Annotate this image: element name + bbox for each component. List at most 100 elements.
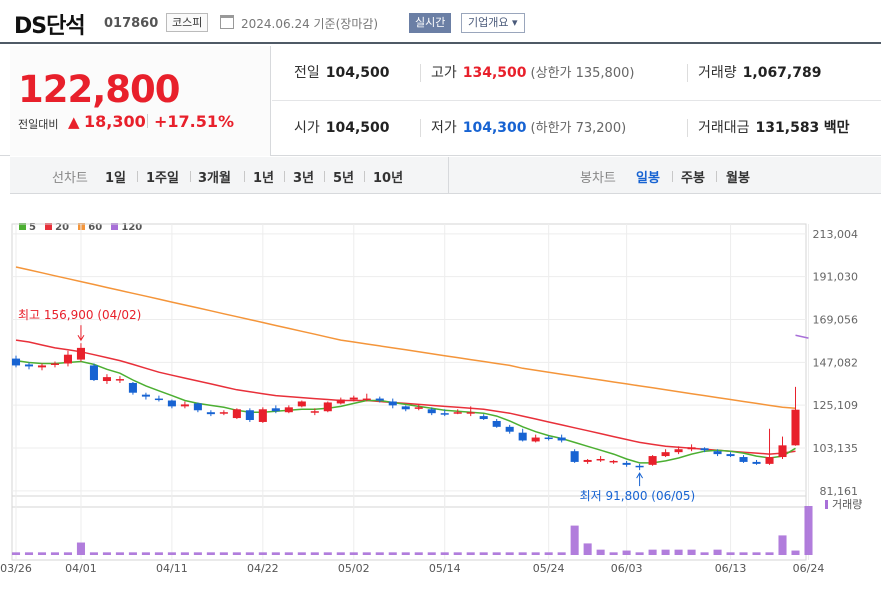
divider [364,171,365,182]
high-annotation: 최고 156,900 (04/02) [18,308,141,322]
candle-body [362,398,371,401]
candle-weekly[interactable]: 주봉 [681,171,705,186]
volume-bar [154,552,163,555]
stat-prev-close: 전일 104,500 [294,46,390,101]
chart-period-bar: 선차트 1일 1주일 3개월 1년 3년 5년 10년 봉차트 일봉 주봉 월봉 [10,157,881,194]
volume-bar [648,549,657,555]
candle-body [427,409,436,414]
company-overview-dropdown[interactable]: 기업개요 ▾ [461,13,525,33]
lower-limit: (하한가 73,200) [530,121,627,136]
divider [716,171,717,182]
stock-code: 017860 [104,16,159,31]
volume-bar [206,552,215,555]
ma5-line [15,359,796,464]
candle-chart-label: 봉차트 [580,171,616,186]
candle-body [440,413,449,415]
candle-monthly[interactable]: 월봉 [726,171,750,186]
candle-body [570,451,579,462]
candle-body [323,402,332,412]
y-tick-label: 103,135 [813,442,859,455]
period-1y[interactable]: 1년 [253,171,275,186]
period-1d[interactable]: 1일 [105,171,127,186]
candle-body [401,406,410,410]
volume-bar [557,552,566,555]
volume-bar [544,552,553,555]
y-tick-label: 169,056 [813,314,859,327]
stock-chart: 5 20 60 120 213,004 191,030 169,056 147,082… [0,210,881,592]
volume-bar [414,552,423,555]
period-1w[interactable]: 1주일 [146,171,179,186]
stat-label: 거래대금 [698,120,750,136]
candle-body [687,447,696,450]
y-tick-label: 213,004 [813,228,859,241]
line-chart-label: 선차트 [52,171,88,186]
volume-bar [479,552,488,555]
stat-label: 시가 [294,120,320,136]
legend-ma60: 60 [78,222,102,233]
stock-name: DS단석 [14,14,86,39]
candle-body [453,412,462,414]
stat-label: 거래량 [698,65,737,81]
volume-bar [297,552,306,555]
candle-body [635,465,644,468]
high-arrow-head [77,334,85,342]
volume-bar [245,552,254,555]
volume-bar [310,552,319,555]
realtime-button[interactable]: 실시간 [409,13,452,33]
divider [687,119,688,137]
candle-daily[interactable]: 일봉 [636,171,660,186]
stat-label: 고가 [431,65,457,81]
candle-body [284,407,293,413]
volume-bar [102,552,111,555]
period-10y[interactable]: 10년 [373,171,404,186]
volume-bar [466,552,475,555]
current-price: 122,800 [18,68,181,111]
candle-body [258,409,267,422]
candle-body [583,459,592,462]
plot-frame [11,223,807,508]
period-3y[interactable]: 3년 [293,171,315,186]
divider [420,119,421,137]
volume-bar [76,542,85,555]
candle-body [219,412,228,414]
legend-swatch [19,223,26,230]
divider [324,171,325,182]
stat-value: 1,067,789 [742,65,822,81]
candle-body [50,363,60,365]
x-tick-label: 03/26 [0,562,32,575]
volume-bar [401,552,410,555]
divider [448,157,449,194]
y-tick-label: 81,161 [820,485,859,498]
candle-body [206,412,215,415]
market-badge: 코스피 [166,13,209,32]
stat-open: 시가 104,500 [294,101,390,156]
period-5y[interactable]: 5년 [333,171,355,186]
volume-bar [362,552,371,555]
candle-body [661,452,670,457]
divider [244,171,245,182]
stat-volume: 거래량 1,067,789 [698,46,821,101]
volume-bar [24,552,34,555]
volume-bar [167,552,176,555]
candle-body [622,462,631,465]
volume-bar [531,552,540,555]
volume-bar [700,552,709,555]
candle-body [414,407,423,409]
candle-body [128,382,137,393]
ma60-line [15,266,796,410]
stats-row-2: 시가 104,500 저가 104,300 (하한가 73,200) 거래대금 131,… [272,101,881,156]
volume-bar [349,552,358,555]
change-percent: +17.51% [154,112,235,131]
volume-bar [752,552,761,555]
volume-bar [765,552,774,555]
volume-bar [518,552,527,555]
stat-value: 104,500 [325,120,390,136]
candle-body [505,426,514,432]
legend-label: 20 [55,222,70,233]
candle-body [102,377,111,382]
amount-unit: 백만 [823,120,850,136]
period-3m[interactable]: 3개월 [198,171,231,186]
divider [687,64,688,82]
stat-low: 저가 104,300 (하한가 73,200) [431,101,626,156]
candle-body [739,457,748,462]
